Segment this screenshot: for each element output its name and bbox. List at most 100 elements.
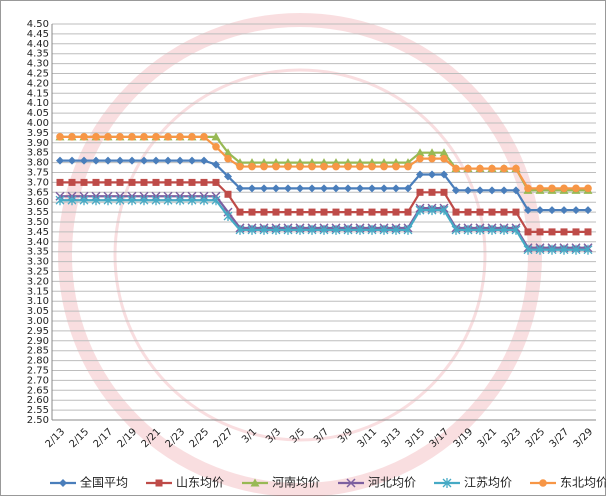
- point: [116, 133, 124, 141]
- y-tick-label: 3.95: [27, 128, 49, 139]
- point: [151, 195, 161, 206]
- point: [67, 195, 77, 206]
- y-tick-label: 4.50: [27, 19, 49, 30]
- point: [139, 195, 149, 206]
- point: [164, 156, 172, 165]
- point: [392, 208, 400, 216]
- point: [548, 206, 556, 215]
- y-tick-label: 2.55: [27, 405, 49, 416]
- y-tick-label: 3.00: [27, 316, 49, 327]
- point: [152, 156, 160, 165]
- point: [199, 195, 209, 206]
- point: [464, 186, 472, 195]
- point: [56, 156, 64, 165]
- legend-label: 江苏均价: [464, 476, 512, 490]
- point: [212, 160, 220, 169]
- point: [416, 154, 424, 163]
- point: [260, 208, 268, 216]
- legend-marker: [155, 479, 163, 487]
- point: [248, 162, 256, 171]
- point: [79, 195, 89, 206]
- point: [500, 186, 508, 195]
- point: [404, 162, 412, 171]
- point: [187, 195, 197, 206]
- point: [356, 184, 364, 193]
- point: [536, 184, 544, 193]
- point: [68, 133, 76, 141]
- point: [104, 133, 112, 141]
- point: [127, 195, 137, 206]
- point: [440, 188, 448, 196]
- point: [380, 208, 388, 216]
- point: [488, 164, 496, 173]
- y-tick-label: 2.60: [27, 395, 49, 406]
- legend-marker: [250, 478, 260, 487]
- point: [439, 148, 449, 157]
- point: [571, 244, 581, 255]
- point: [428, 154, 436, 163]
- point: [104, 156, 112, 165]
- point: [524, 206, 532, 215]
- point: [236, 162, 244, 171]
- y-tick-label: 3.70: [27, 177, 49, 188]
- point: [488, 186, 496, 195]
- y-tick-label: 4.20: [27, 78, 49, 89]
- point: [200, 178, 208, 186]
- point: [259, 224, 269, 235]
- point: [140, 178, 148, 186]
- point: [68, 178, 76, 186]
- y-tick-label: 3.80: [27, 158, 49, 169]
- point: [80, 133, 88, 141]
- point: [92, 156, 100, 165]
- legend-label: 全国平均: [80, 475, 128, 490]
- y-tick-label: 3.40: [27, 237, 49, 248]
- y-tick-label: 3.85: [27, 148, 49, 159]
- point: [535, 244, 545, 255]
- y-tick-label: 4.45: [27, 29, 49, 40]
- point: [392, 184, 400, 193]
- y-tick-label: 3.25: [27, 267, 49, 278]
- point: [307, 224, 317, 235]
- point: [500, 208, 508, 216]
- point: [427, 148, 437, 157]
- point: [524, 228, 532, 236]
- point: [116, 156, 124, 165]
- point: [427, 205, 437, 216]
- point: [584, 184, 592, 193]
- point: [440, 154, 448, 163]
- point: [380, 162, 388, 171]
- point: [584, 228, 592, 236]
- y-tick-label: 3.65: [27, 187, 49, 198]
- y-tick-label: 3.55: [27, 207, 49, 218]
- y-tick-label: 4.30: [27, 59, 49, 70]
- point: [344, 184, 352, 193]
- point: [572, 206, 580, 215]
- point: [464, 208, 472, 216]
- legend-label: 山东均价: [176, 476, 224, 490]
- point: [115, 195, 125, 206]
- point: [188, 156, 196, 165]
- point: [524, 184, 532, 193]
- point: [224, 172, 232, 181]
- point: [560, 206, 568, 215]
- point: [296, 162, 304, 171]
- point: [452, 208, 460, 216]
- y-tick-label: 3.30: [27, 257, 49, 268]
- point: [536, 206, 544, 215]
- point: [523, 244, 533, 255]
- point: [368, 184, 376, 193]
- point: [572, 228, 580, 236]
- y-tick-label: 3.35: [27, 247, 49, 258]
- y-tick-label: 2.75: [27, 366, 49, 377]
- y-tick-label: 4.00: [27, 118, 49, 129]
- point: [163, 195, 173, 206]
- point: [68, 156, 76, 165]
- point: [356, 208, 364, 216]
- point: [463, 224, 473, 235]
- point: [548, 228, 556, 236]
- point: [320, 208, 328, 216]
- point: [511, 224, 521, 235]
- point: [284, 184, 292, 193]
- y-tick-label: 3.45: [27, 227, 49, 238]
